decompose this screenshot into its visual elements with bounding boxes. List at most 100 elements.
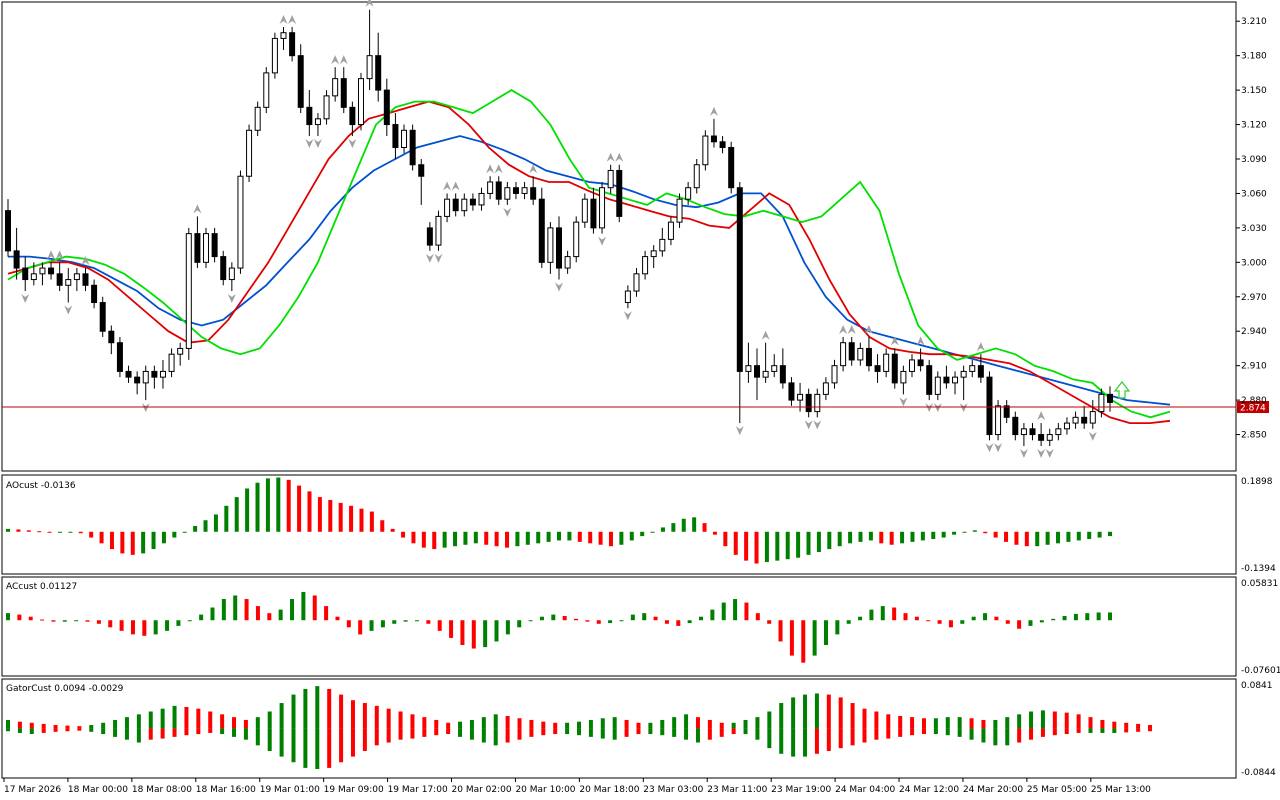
candle-body [642, 256, 649, 275]
gator-lower-bar [124, 728, 129, 740]
fractal-down-arrow [348, 139, 357, 149]
fractal-up-arrow [451, 181, 460, 191]
candle-body [512, 187, 519, 194]
price-tick-label: 3.120 [1241, 121, 1267, 131]
ao-panel[interactable] [1, 474, 1237, 575]
gator-lower-bar [588, 728, 593, 737]
candle-body [624, 290, 631, 304]
histogram-bar [1028, 620, 1033, 626]
histogram-bar [1014, 531, 1019, 545]
histogram-bar [827, 531, 832, 550]
gator-upper-bar [755, 717, 760, 729]
histogram-bar [57, 531, 62, 533]
gator-upper-bar [588, 719, 593, 729]
gator-lower-bar [1112, 728, 1117, 733]
candle-body [1107, 393, 1113, 403]
price-tick-label: 3.210 [1241, 17, 1267, 27]
price-tick-label: 3.090 [1241, 155, 1267, 165]
gator-lower-bar [874, 728, 879, 740]
histogram-bar [585, 620, 590, 622]
gator-upper-bar [1052, 711, 1057, 729]
candle-body [599, 187, 606, 229]
time-tick-label: 25 Mar 13:00 [1091, 785, 1151, 795]
gator-lower-bar [1100, 728, 1105, 733]
candle-body [1055, 428, 1062, 436]
histogram-bar [312, 595, 317, 621]
gator-upper-bar [29, 722, 34, 729]
gator-lower-bar [1040, 728, 1045, 737]
gator-lower-bar [232, 728, 237, 737]
candle-body [633, 273, 640, 292]
gator-lower-bar [541, 728, 546, 736]
gator-upper-bar [886, 714, 891, 729]
gator-upper-bar [315, 686, 320, 729]
gator-upper-bar [255, 717, 260, 729]
gator-label: GatorCust 0.0094 -0.0029 [6, 684, 124, 694]
histogram-bar [858, 616, 863, 621]
fractal-up-arrow [486, 164, 495, 174]
candle-body [159, 370, 166, 378]
gator-upper-bar [65, 725, 70, 729]
ao-label: AOcust -0.0136 [6, 481, 76, 491]
gator-upper-bar [957, 717, 962, 729]
candle-body [220, 256, 227, 281]
gator-upper-bar [731, 722, 736, 729]
fractal-up-arrow [47, 250, 56, 260]
gator-lower-bar [339, 728, 344, 763]
candle-body [874, 365, 881, 372]
histogram-bar [449, 620, 454, 638]
histogram-bar [692, 517, 697, 532]
candle-body [779, 365, 786, 384]
gator-upper-bar [779, 703, 784, 729]
histogram-bar [483, 620, 488, 648]
axes: 3.210 3.180 3.150 3.120 3.090 3.060 3.030 3.000… [3, 17, 1280, 795]
gator-lower-bar [481, 728, 486, 743]
histogram-bar [203, 520, 208, 532]
time-tick-label: 24 Mar 04:00 [835, 785, 895, 795]
candle-body [194, 233, 201, 263]
gator-lower-bar [814, 728, 819, 754]
histogram-bar [567, 531, 572, 541]
gator-upper-bar [124, 717, 129, 729]
fractal-up-arrow [606, 152, 615, 162]
candle-body [771, 365, 778, 372]
histogram-bar [108, 620, 113, 628]
gator-lower-bar [1052, 728, 1057, 736]
fractal-up-arrow [761, 330, 770, 340]
gator-upper-bar [386, 708, 391, 729]
gator-upper-bar [279, 703, 284, 729]
histogram-bar [130, 531, 135, 555]
gator-upper-bar [803, 694, 808, 729]
histogram-bar [432, 531, 437, 550]
histogram-bar [1051, 618, 1056, 621]
fractal-down-arrow [1088, 431, 1097, 441]
histogram-bar [687, 620, 692, 624]
candle-body [280, 32, 287, 39]
candle-body [547, 227, 554, 263]
candle-body [607, 169, 614, 189]
histogram-bar [40, 619, 45, 621]
fractal-up-arrow [279, 14, 288, 24]
gator-upper-bar [398, 711, 403, 729]
candle-body [435, 215, 442, 246]
ac-panel[interactable] [1, 576, 1237, 677]
fractal-down-arrow [434, 253, 443, 263]
time-tick-label: 24 Mar 12:00 [899, 785, 959, 795]
candle-body [754, 365, 761, 378]
histogram-bar [187, 620, 192, 622]
histogram-bar [733, 599, 738, 621]
histogram-bar [221, 599, 226, 621]
histogram-bar [880, 606, 885, 621]
gator-lower-bar [422, 728, 427, 737]
histogram-bar [28, 616, 33, 621]
gator-lower-bar [469, 728, 474, 740]
gator-upper-bar [136, 714, 141, 729]
gator-lower-bar [113, 728, 118, 737]
ma-red-line [7, 100, 1171, 425]
ma-green-line [7, 89, 1171, 419]
fractal-up-arrow [55, 250, 64, 260]
gator-upper-bar [517, 718, 522, 729]
price-tick-label: 2.970 [1241, 293, 1267, 303]
time-tick-label: 19 Mar 09:00 [324, 785, 384, 795]
